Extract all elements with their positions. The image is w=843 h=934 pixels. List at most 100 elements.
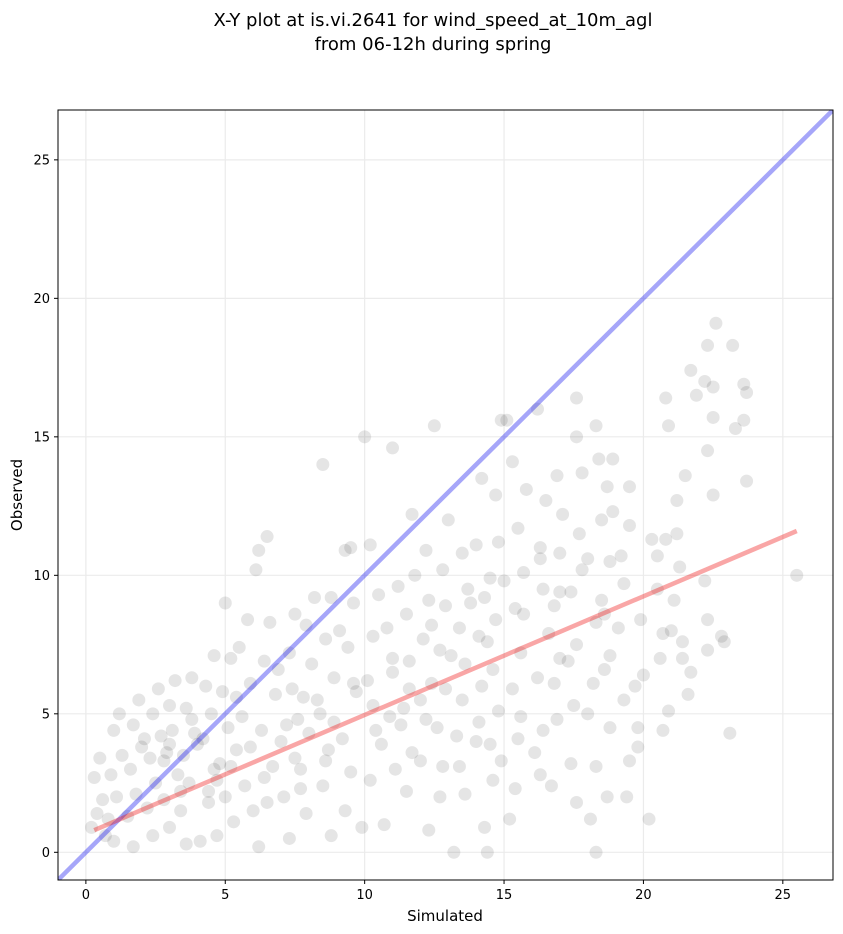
data-point [338, 804, 352, 818]
data-point [405, 507, 419, 521]
data-point [132, 693, 146, 707]
data-point [714, 629, 728, 643]
data-point [185, 712, 199, 726]
data-point [288, 607, 302, 621]
data-point [595, 513, 609, 527]
data-point [227, 815, 241, 829]
data-point [575, 466, 589, 480]
data-point [380, 621, 394, 635]
data-point [586, 676, 600, 690]
data-point [475, 471, 489, 485]
data-point [723, 726, 737, 740]
data-point [489, 488, 503, 502]
data-point [433, 790, 447, 804]
y-tick-label: 15 [33, 430, 50, 445]
data-point [469, 538, 483, 552]
data-point [430, 721, 444, 735]
data-point [675, 635, 689, 649]
chart-title-line-1: X-Y plot at is.vi.2641 for wind_speed_at… [214, 10, 653, 31]
data-point [157, 754, 171, 768]
data-point [252, 840, 266, 854]
data-point [530, 671, 544, 685]
regression-line [93, 528, 798, 833]
data-point [589, 759, 603, 773]
data-point [550, 712, 564, 726]
data-point [151, 682, 165, 696]
data-point [570, 391, 584, 405]
data-point [168, 674, 182, 688]
data-point [360, 674, 374, 688]
x-tick-label: 20 [635, 888, 652, 903]
data-point [597, 662, 611, 676]
data-point [84, 820, 98, 834]
data-point [321, 743, 335, 757]
axis-ticks: 0 5 10 15 20 25 0 5 10 15 20 25 [33, 153, 791, 903]
data-point [260, 530, 274, 544]
data-point [402, 654, 416, 668]
data-point [349, 685, 363, 699]
data-point [165, 723, 179, 737]
data-point [740, 474, 754, 488]
data-point [129, 787, 143, 801]
data-point [581, 552, 595, 566]
x-tick-label: 5 [221, 888, 229, 903]
data-point [589, 845, 603, 859]
data-point [570, 638, 584, 652]
data-point [486, 662, 500, 676]
data-point [154, 729, 168, 743]
data-point [631, 740, 645, 754]
data-point [701, 643, 715, 657]
x-tick-label: 10 [356, 888, 373, 903]
grid-lines [58, 110, 833, 880]
data-point [163, 699, 177, 713]
data-point [514, 710, 528, 724]
data-point [698, 574, 712, 588]
data-point [338, 543, 352, 557]
data-point [294, 782, 308, 796]
y-tick-label: 20 [33, 292, 50, 307]
data-point [620, 790, 634, 804]
data-point [553, 585, 567, 599]
data-point [307, 590, 321, 604]
data-point [441, 513, 455, 527]
data-point [583, 812, 597, 826]
data-point [386, 651, 400, 665]
data-point [689, 388, 703, 402]
data-point [408, 568, 422, 582]
data-point [344, 541, 358, 555]
data-point [503, 812, 517, 826]
data-point [536, 723, 550, 737]
data-point [603, 554, 617, 568]
data-point [678, 469, 692, 483]
data-point [277, 790, 291, 804]
data-point [344, 765, 358, 779]
data-point [600, 480, 614, 494]
data-point [305, 657, 319, 671]
data-point [238, 779, 252, 793]
data-point [536, 582, 550, 596]
data-point [422, 593, 436, 607]
data-point [511, 732, 525, 746]
data-point [656, 626, 670, 640]
data-point [425, 618, 439, 632]
data-point [628, 679, 642, 693]
data-point [450, 729, 464, 743]
data-point [243, 676, 257, 690]
data-point [249, 563, 263, 577]
data-point [319, 632, 333, 646]
data-point [511, 521, 525, 535]
data-point [366, 629, 380, 643]
data-point [324, 590, 338, 604]
data-point [137, 732, 151, 746]
data-point [335, 732, 349, 746]
data-point [302, 726, 316, 740]
data-point [439, 682, 452, 696]
y-tick-label: 5 [42, 707, 50, 722]
data-point [374, 737, 388, 751]
data-point [572, 527, 586, 541]
data-point [497, 574, 511, 588]
data-point [413, 693, 427, 707]
data-point [405, 746, 419, 760]
data-point [221, 721, 235, 735]
